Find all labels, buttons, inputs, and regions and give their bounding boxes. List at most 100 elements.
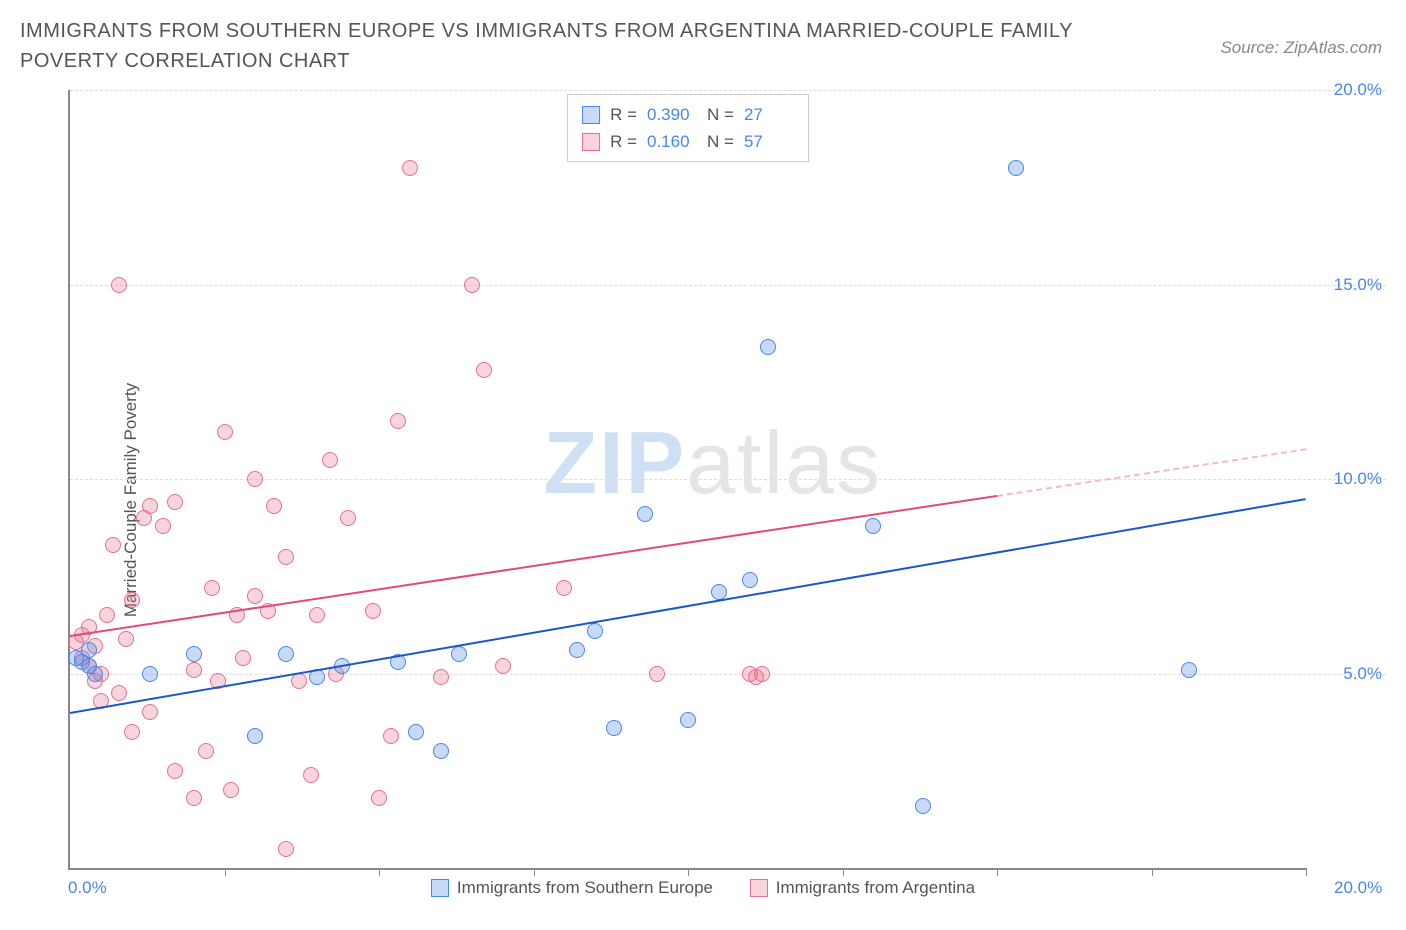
swatch-series-0: [431, 879, 449, 897]
x-tick: [688, 868, 689, 876]
y-tick-label: 15.0%: [1334, 275, 1382, 295]
data-point: [390, 413, 406, 429]
watermark-zip: ZIP: [543, 413, 686, 512]
chart-area: Married-Couple Family Poverty ZIPatlas R…: [20, 90, 1386, 910]
data-point: [155, 518, 171, 534]
data-point: [186, 790, 202, 806]
series-legend: Immigrants from Southern Europe Immigran…: [20, 878, 1386, 902]
data-point: [464, 277, 480, 293]
data-point: [142, 666, 158, 682]
swatch-series-1: [582, 133, 600, 151]
data-point: [124, 592, 140, 608]
swatch-series-1: [750, 879, 768, 897]
data-point: [142, 498, 158, 514]
data-point: [167, 494, 183, 510]
data-point: [111, 277, 127, 293]
data-point: [649, 666, 665, 682]
data-point: [476, 362, 492, 378]
data-point: [118, 631, 134, 647]
data-point: [322, 452, 338, 468]
data-point: [223, 782, 239, 798]
stats-row-series-0: R = 0.390 N = 27: [582, 101, 794, 128]
data-point: [247, 728, 263, 744]
data-point: [142, 704, 158, 720]
data-point: [711, 584, 727, 600]
stats-legend: R = 0.390 N = 27 R = 0.160 N = 57: [567, 94, 809, 162]
data-point: [383, 728, 399, 744]
data-point: [111, 685, 127, 701]
data-point: [291, 673, 307, 689]
data-point: [1008, 160, 1024, 176]
legend-item-0: Immigrants from Southern Europe: [431, 878, 713, 898]
data-point: [680, 712, 696, 728]
data-point: [1181, 662, 1197, 678]
data-point: [309, 607, 325, 623]
data-point: [186, 646, 202, 662]
n-label: N =: [707, 101, 734, 128]
swatch-series-0: [582, 106, 600, 124]
data-point: [760, 339, 776, 355]
data-point: [637, 506, 653, 522]
data-point: [433, 669, 449, 685]
n-label: N =: [707, 128, 734, 155]
data-point: [278, 841, 294, 857]
trend-line: [70, 495, 997, 637]
data-point: [278, 646, 294, 662]
data-point: [198, 743, 214, 759]
data-point: [865, 518, 881, 534]
watermark: ZIPatlas: [543, 412, 882, 514]
gridline: [70, 90, 1386, 91]
r-label: R =: [610, 101, 637, 128]
data-point: [742, 572, 758, 588]
trend-line: [997, 448, 1306, 497]
data-point: [433, 743, 449, 759]
data-point: [87, 666, 103, 682]
r-value-1: 0.160: [647, 128, 697, 155]
x-tick: [379, 868, 380, 876]
data-point: [606, 720, 622, 736]
chart-title: IMMIGRANTS FROM SOUTHERN EUROPE VS IMMIG…: [20, 16, 1120, 76]
gridline: [70, 285, 1386, 286]
data-point: [495, 658, 511, 674]
data-point: [451, 646, 467, 662]
watermark-atlas: atlas: [686, 413, 882, 512]
legend-label-1: Immigrants from Argentina: [776, 878, 975, 898]
n-value-0: 27: [744, 101, 794, 128]
data-point: [915, 798, 931, 814]
x-tick: [1152, 868, 1153, 876]
x-tick: [534, 868, 535, 876]
data-point: [247, 471, 263, 487]
legend-item-1: Immigrants from Argentina: [750, 878, 975, 898]
data-point: [278, 549, 294, 565]
data-point: [371, 790, 387, 806]
data-point: [340, 510, 356, 526]
legend-label-0: Immigrants from Southern Europe: [457, 878, 713, 898]
data-point: [124, 724, 140, 740]
x-tick: [225, 868, 226, 876]
data-point: [105, 537, 121, 553]
data-point: [81, 642, 97, 658]
y-tick-label: 10.0%: [1334, 469, 1382, 489]
data-point: [99, 607, 115, 623]
gridline: [70, 479, 1386, 480]
data-point: [247, 588, 263, 604]
data-point: [266, 498, 282, 514]
n-value-1: 57: [744, 128, 794, 155]
plot-region: ZIPatlas R = 0.390 N = 27 R = 0.160 N = …: [68, 90, 1306, 870]
data-point: [556, 580, 572, 596]
data-point: [303, 767, 319, 783]
data-point: [402, 160, 418, 176]
source-label: Source: ZipAtlas.com: [1220, 38, 1382, 58]
y-tick-label: 20.0%: [1334, 80, 1382, 100]
data-point: [235, 650, 251, 666]
x-tick: [1306, 868, 1307, 876]
data-point: [754, 666, 770, 682]
x-tick: [843, 868, 844, 876]
data-point: [587, 623, 603, 639]
y-tick-label: 5.0%: [1343, 664, 1382, 684]
data-point: [569, 642, 585, 658]
x-tick: [997, 868, 998, 876]
r-label: R =: [610, 128, 637, 155]
data-point: [217, 424, 233, 440]
data-point: [365, 603, 381, 619]
